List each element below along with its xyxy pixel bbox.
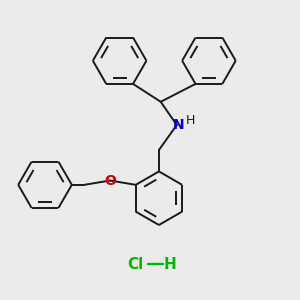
Text: H: H xyxy=(186,114,195,127)
Text: Cl: Cl xyxy=(128,257,144,272)
Text: N: N xyxy=(173,118,184,132)
Text: O: O xyxy=(104,173,116,188)
Text: H: H xyxy=(164,257,177,272)
